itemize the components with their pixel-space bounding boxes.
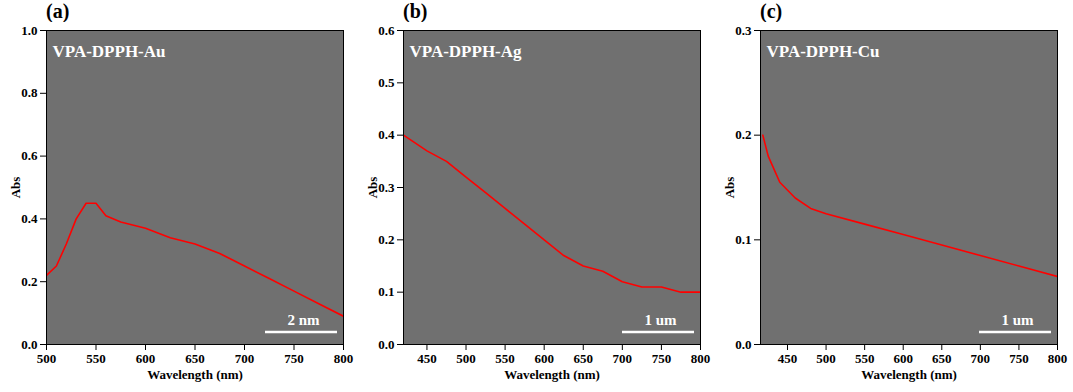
svg-text:600: 600 [893,351,913,366]
svg-text:0.6: 0.6 [21,148,38,163]
svg-text:750: 750 [1009,351,1029,366]
svg-text:Abs: Abs [722,177,737,199]
svg-text:600: 600 [136,351,156,366]
svg-text:0.6: 0.6 [378,23,395,38]
svg-text:VPA-DPPH-Cu: VPA-DPPH-Cu [767,42,880,61]
svg-text:500: 500 [456,351,476,366]
svg-text:0.2: 0.2 [735,127,751,142]
svg-text:700: 700 [613,351,633,366]
svg-text:650: 650 [574,351,594,366]
svg-text:800: 800 [691,351,711,366]
svg-text:0.2: 0.2 [21,274,37,289]
svg-text:0.2: 0.2 [378,232,394,247]
html-text:(c): (c) [760,0,783,22]
svg-text:0.4: 0.4 [21,211,38,226]
svg-text:Wavelength (nm): Wavelength (nm) [861,367,957,382]
html-text:(b): (b) [403,0,428,22]
svg-text:1.0: 1.0 [21,23,37,38]
html-text:(a): (a) [46,0,70,22]
svg-text:0.3: 0.3 [735,23,752,38]
svg-text:550: 550 [86,351,106,366]
svg-text:2 nm: 2 nm [287,312,320,328]
svg-text:0.5: 0.5 [378,75,395,90]
svg-text:0.3: 0.3 [378,180,395,195]
svg-text:750: 750 [284,351,304,366]
svg-text:0.0: 0.0 [735,337,751,352]
svg-text:0.4: 0.4 [378,127,395,142]
svg-text:0.1: 0.1 [735,232,751,247]
svg-text:Wavelength (nm): Wavelength (nm) [504,367,600,382]
svg-text:800: 800 [334,351,354,366]
svg-text:1 um: 1 um [644,312,677,328]
svg-text:500: 500 [37,351,57,366]
svg-text:0.0: 0.0 [21,337,37,352]
svg-text:VPA-DPPH-Ag: VPA-DPPH-Ag [410,42,523,61]
svg-text:0.8: 0.8 [21,85,38,100]
svg-text:Abs: Abs [365,177,380,199]
svg-text:650: 650 [932,351,952,366]
svg-text:700: 700 [971,351,991,366]
svg-text:600: 600 [534,351,554,366]
svg-text:650: 650 [185,351,205,366]
svg-text:Wavelength (nm): Wavelength (nm) [147,367,243,382]
svg-text:700: 700 [235,351,255,366]
svg-text:0.0: 0.0 [378,337,394,352]
svg-text:Abs: Abs [8,177,23,199]
svg-text:500: 500 [816,351,836,366]
svg-text:550: 550 [495,351,515,366]
svg-text:550: 550 [855,351,875,366]
svg-text:0.1: 0.1 [378,284,394,299]
svg-text:VPA-DPPH-Au: VPA-DPPH-Au [53,42,166,61]
svg-text:450: 450 [778,351,798,366]
svg-text:750: 750 [652,351,672,366]
svg-text:450: 450 [417,351,437,366]
svg-text:800: 800 [1048,351,1068,366]
svg-text:1 um: 1 um [1001,312,1034,328]
